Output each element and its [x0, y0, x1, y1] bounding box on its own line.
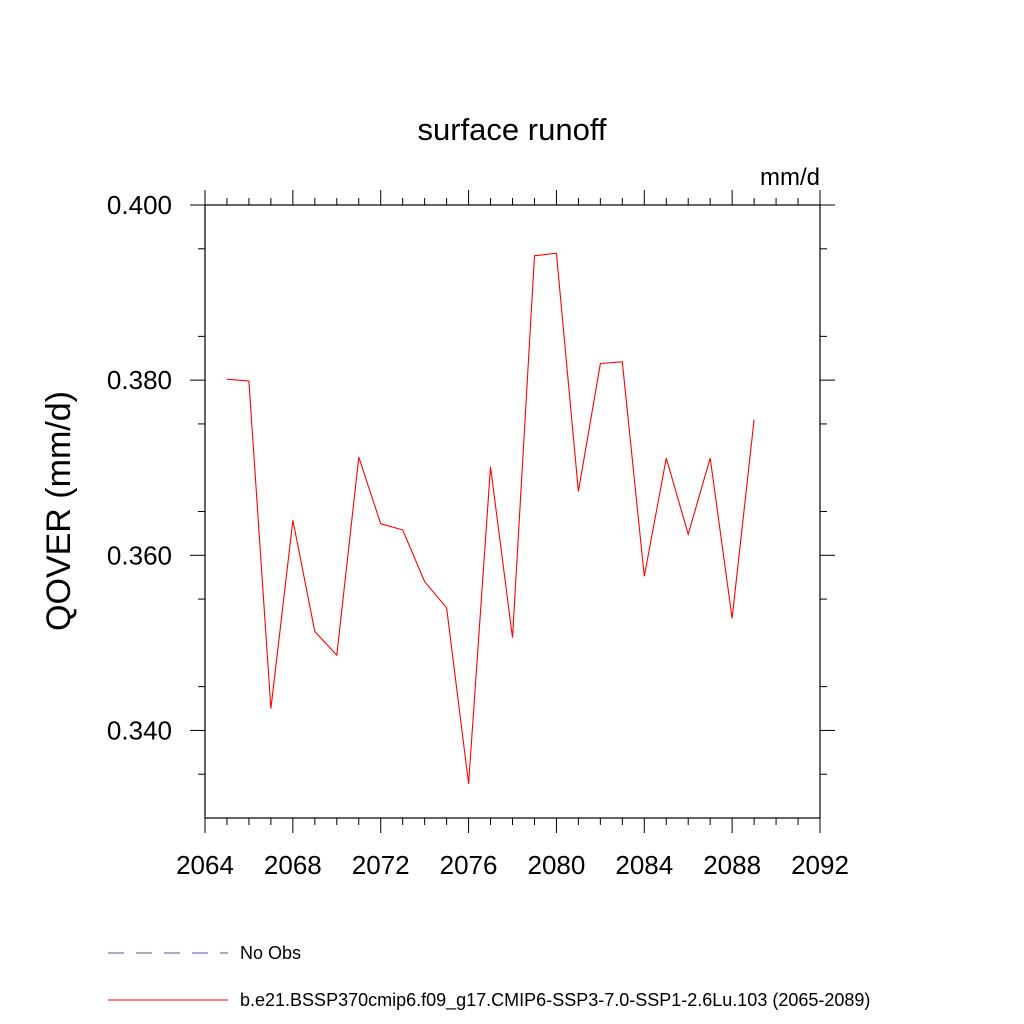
legend-label-1: b.e21.BSSP370cmip6.f09_g17.CMIP6-SSP3-7.…: [240, 990, 870, 1011]
x-tick-label: 2064: [176, 850, 234, 880]
y-tick-label: 0.340: [107, 715, 172, 745]
x-tick-label: 2080: [528, 850, 586, 880]
series-layer: [226, 252, 755, 784]
legend-label-0: No Obs: [240, 943, 301, 963]
y-tick-label: 0.380: [107, 365, 172, 395]
units-label: mm/d: [760, 164, 820, 191]
plot-frame: [204, 204, 821, 819]
chart-title: surface runoff: [418, 112, 607, 147]
x-tick-label: 2076: [440, 850, 498, 880]
legend: No Obs b.e21.BSSP370cmip6.f09_g17.CMIP6-S…: [108, 943, 870, 1011]
x-tick-label: 2092: [791, 850, 849, 880]
series-line-1: [226, 252, 755, 784]
y-axis-label: QOVER (mm/d): [40, 391, 78, 631]
axis-ticks: 2064 2068 2072 2076 2080 2084 2088 2092 0.340 0.3…: [107, 190, 849, 880]
x-tick-label: 2068: [264, 850, 322, 880]
y-tick-label: 0.360: [107, 540, 172, 570]
x-tick-label: 2088: [703, 850, 761, 880]
y-tick-label: 0.400: [107, 190, 172, 220]
x-tick-label: 2084: [615, 850, 673, 880]
x-tick-label: 2072: [352, 850, 410, 880]
